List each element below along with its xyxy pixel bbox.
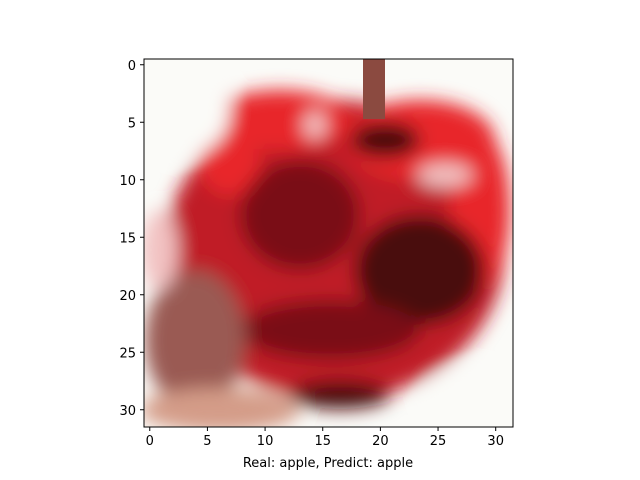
x-tick-label: 30	[487, 434, 504, 449]
y-tick-label: 20	[119, 289, 136, 304]
y-tick-label: 25	[119, 346, 136, 361]
apple-lower-left-skin	[145, 270, 245, 410]
apple-image	[144, 59, 513, 427]
apple-shine	[303, 111, 327, 139]
apple-stem-cavity	[350, 122, 420, 158]
bottom-right-background	[425, 370, 513, 420]
y-tick-label: 10	[119, 174, 136, 189]
top-left-background	[144, 65, 230, 155]
x-tick-label: 20	[372, 434, 389, 449]
y-tick-label: 30	[119, 404, 136, 419]
x-tick-label: 10	[257, 434, 274, 449]
x-axis-ticks: 0 5 10 15 20 25 30	[146, 427, 504, 449]
apple-left-highlight	[200, 135, 260, 195]
x-tick-label: 25	[430, 434, 447, 449]
x-axis-label: Real: apple, Predict: apple	[243, 456, 413, 471]
apple-shadow-bottom	[240, 300, 420, 360]
apple-lower-peach	[144, 388, 300, 427]
x-tick-label: 5	[203, 434, 211, 449]
x-tick-label: 15	[314, 434, 331, 449]
y-tick-label: 5	[128, 116, 136, 131]
apple-shadow-center	[240, 160, 360, 270]
apple-bottom-dark	[290, 381, 390, 409]
apple-stem	[363, 59, 385, 119]
y-tick-label: 0	[128, 59, 136, 74]
apple-left-pink	[144, 210, 178, 290]
y-tick-label: 15	[119, 231, 136, 246]
x-tick-label: 0	[146, 434, 154, 449]
apple-shine-right	[417, 163, 473, 187]
apple-shadow-right	[355, 215, 485, 325]
axes-frame	[143, 58, 514, 428]
y-axis-ticks: 0 5 10 15 20 25 30	[119, 59, 144, 419]
